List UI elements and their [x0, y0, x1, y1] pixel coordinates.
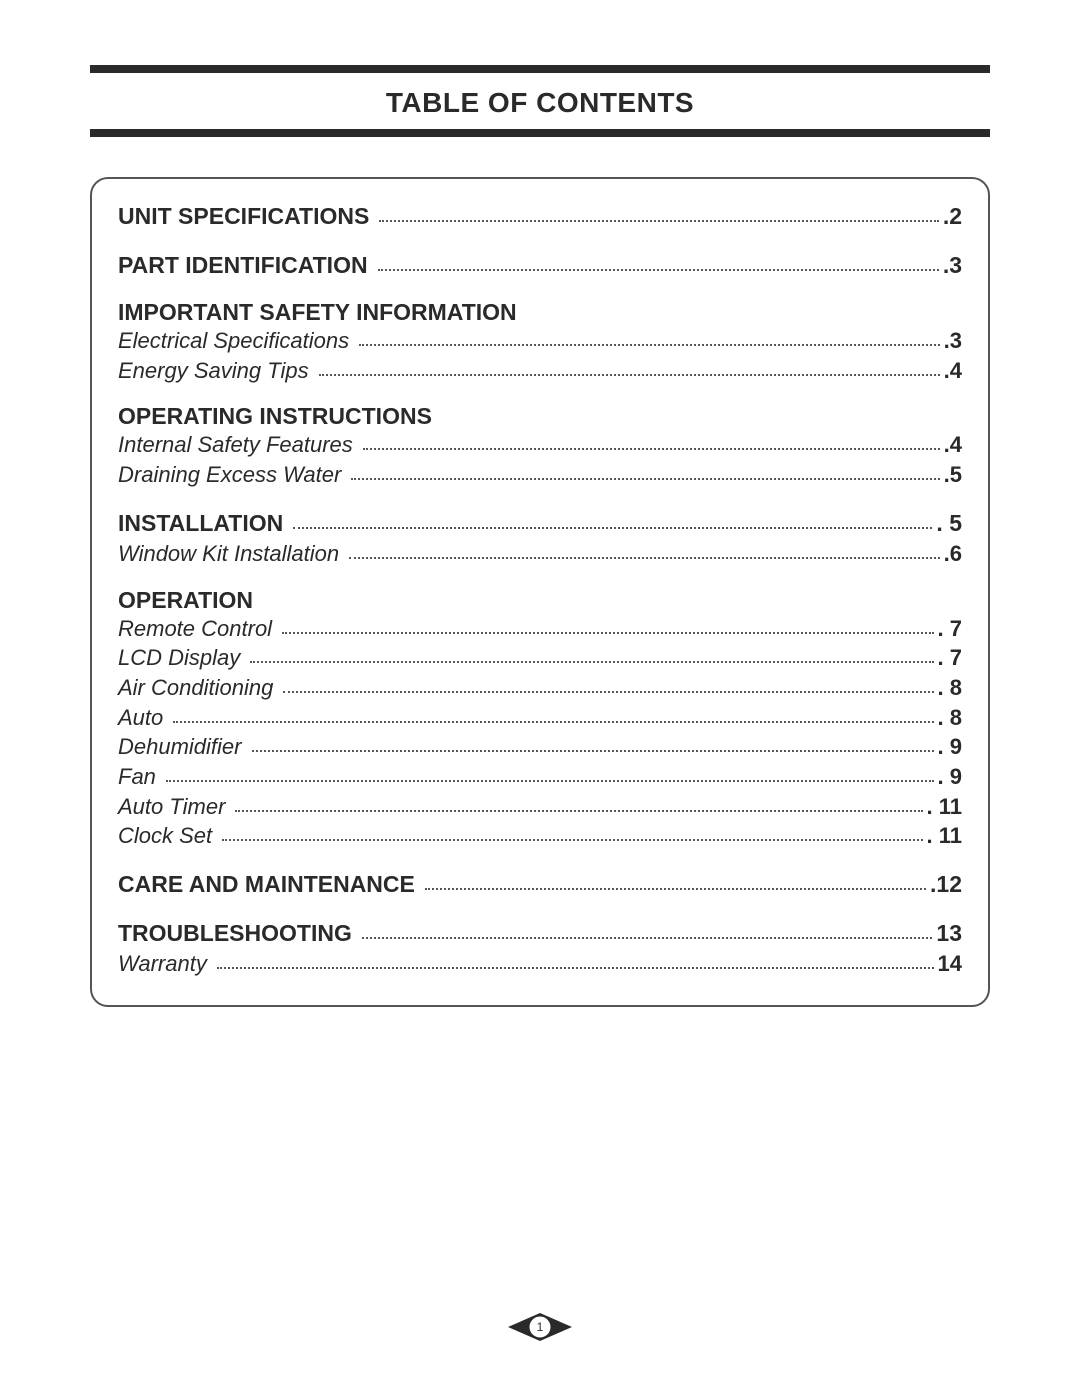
toc-item-label: Remote Control — [118, 614, 272, 644]
toc-item-row: Remote Control . 7 — [118, 614, 962, 644]
toc-heading-page: .3 — [943, 250, 962, 281]
toc-item-label: Fan — [118, 762, 156, 792]
toc-container: UNIT SPECIFICATIONS .2 PART IDENTIFICATION… — [90, 177, 990, 1007]
toc-item-page: .4 — [944, 430, 962, 460]
toc-item-page: .5 — [944, 460, 962, 490]
toc-dots — [362, 926, 933, 939]
toc-heading-page: 13 — [936, 918, 962, 949]
toc-dots — [173, 711, 933, 723]
toc-item-page: . 7 — [938, 614, 962, 644]
toc-item-label: Auto — [118, 703, 163, 733]
toc-heading-label: CARE AND MAINTENANCE — [118, 869, 415, 900]
toc-heading-row: TROUBLESHOOTING 13 — [118, 918, 962, 949]
toc-section: IMPORTANT SAFETY INFORMATIONElectrical S… — [118, 299, 962, 385]
toc-item-label: Auto Timer — [118, 792, 225, 822]
toc-heading-label: INSTALLATION — [118, 508, 283, 539]
toc-dots — [282, 621, 933, 633]
toc-item-page: . 11 — [927, 821, 962, 851]
toc-item-page: . 11 — [927, 792, 962, 822]
toc-dots — [379, 209, 939, 222]
toc-item-page: . 7 — [938, 643, 962, 673]
toc-heading-page: .12 — [930, 869, 962, 900]
page: TABLE OF CONTENTS UNIT SPECIFICATIONS .2 P… — [0, 0, 1080, 1397]
toc-dots — [283, 681, 933, 693]
toc-heading-row: CARE AND MAINTENANCE .12 — [118, 869, 962, 900]
toc-dots — [222, 829, 922, 841]
toc-item-row: Internal Safety Features .4 — [118, 430, 962, 460]
toc-item-row: Electrical Specifications .3 — [118, 326, 962, 356]
toc-item-page: .6 — [944, 539, 962, 569]
toc-heading-label: OPERATING INSTRUCTIONS — [118, 403, 962, 430]
toc-section: UNIT SPECIFICATIONS .2 — [118, 201, 962, 232]
toc-item-page: 14 — [938, 949, 962, 979]
toc-section: OPERATIONRemote Control . 7 LCD Display . 7… — [118, 587, 962, 852]
bottom-rule — [90, 129, 990, 137]
toc-dots — [293, 516, 932, 529]
toc-item-row: Energy Saving Tips .4 — [118, 356, 962, 386]
toc-heading-label: UNIT SPECIFICATIONS — [118, 201, 369, 232]
toc-dots — [359, 334, 940, 346]
toc-heading-row: PART IDENTIFICATION .3 — [118, 250, 962, 281]
toc-item-row: LCD Display . 7 — [118, 643, 962, 673]
toc-item-page: . 9 — [938, 762, 962, 792]
toc-item-label: Electrical Specifications — [118, 326, 349, 356]
toc-section: INSTALLATION . 5 Window Kit Installation .6 — [118, 508, 962, 569]
toc-section: OPERATING INSTRUCTIONSInternal Safety Fe… — [118, 403, 962, 489]
toc-section: TROUBLESHOOTING 13Warranty 14 — [118, 918, 962, 979]
toc-dots — [425, 877, 926, 890]
toc-item-row: Draining Excess Water .5 — [118, 460, 962, 490]
toc-dots — [349, 547, 940, 559]
toc-section: PART IDENTIFICATION .3 — [118, 250, 962, 281]
toc-item-row: Air Conditioning . 8 — [118, 673, 962, 703]
toc-item-label: Air Conditioning — [118, 673, 273, 703]
page-number-badge: 1 — [504, 1307, 576, 1347]
toc-item-page: . 8 — [938, 703, 962, 733]
toc-item-label: LCD Display — [118, 643, 240, 673]
toc-item-row: Auto Timer . 11 — [118, 792, 962, 822]
toc-item-row: Clock Set . 11 — [118, 821, 962, 851]
toc-item-row: Auto . 8 — [118, 703, 962, 733]
toc-dots — [363, 438, 940, 450]
toc-item-row: Window Kit Installation .6 — [118, 539, 962, 569]
toc-dots — [378, 258, 939, 271]
toc-dots — [252, 740, 934, 752]
toc-item-label: Clock Set — [118, 821, 212, 851]
toc-item-label: Dehumidifier — [118, 732, 242, 762]
toc-item-page: . 8 — [938, 673, 962, 703]
toc-dots — [351, 468, 939, 480]
toc-item-label: Energy Saving Tips — [118, 356, 309, 386]
toc-dots — [166, 770, 934, 782]
top-rule — [90, 65, 990, 73]
toc-dots — [319, 364, 940, 376]
toc-heading-page: . 5 — [936, 508, 962, 539]
toc-dots — [217, 957, 934, 969]
toc-item-label: Warranty — [118, 949, 207, 979]
toc-item-row: Dehumidifier . 9 — [118, 732, 962, 762]
toc-heading-row: UNIT SPECIFICATIONS .2 — [118, 201, 962, 232]
toc-item-row: Fan . 9 — [118, 762, 962, 792]
page-number: 1 — [537, 1320, 544, 1334]
toc-item-label: Window Kit Installation — [118, 539, 339, 569]
toc-heading-label: OPERATION — [118, 587, 962, 614]
toc-item-label: Internal Safety Features — [118, 430, 353, 460]
toc-heading-label: PART IDENTIFICATION — [118, 250, 368, 281]
toc-dots — [250, 651, 933, 663]
toc-item-row: Warranty 14 — [118, 949, 962, 979]
toc-heading-label: IMPORTANT SAFETY INFORMATION — [118, 299, 962, 326]
toc-item-page: .4 — [944, 356, 962, 386]
toc-heading-row: INSTALLATION . 5 — [118, 508, 962, 539]
page-title: TABLE OF CONTENTS — [90, 87, 990, 119]
toc-section: CARE AND MAINTENANCE .12 — [118, 869, 962, 900]
toc-heading-label: TROUBLESHOOTING — [118, 918, 352, 949]
toc-heading-page: .2 — [943, 201, 962, 232]
toc-item-page: . 9 — [938, 732, 962, 762]
toc-item-page: .3 — [944, 326, 962, 356]
toc-dots — [235, 800, 922, 812]
toc-item-label: Draining Excess Water — [118, 460, 341, 490]
